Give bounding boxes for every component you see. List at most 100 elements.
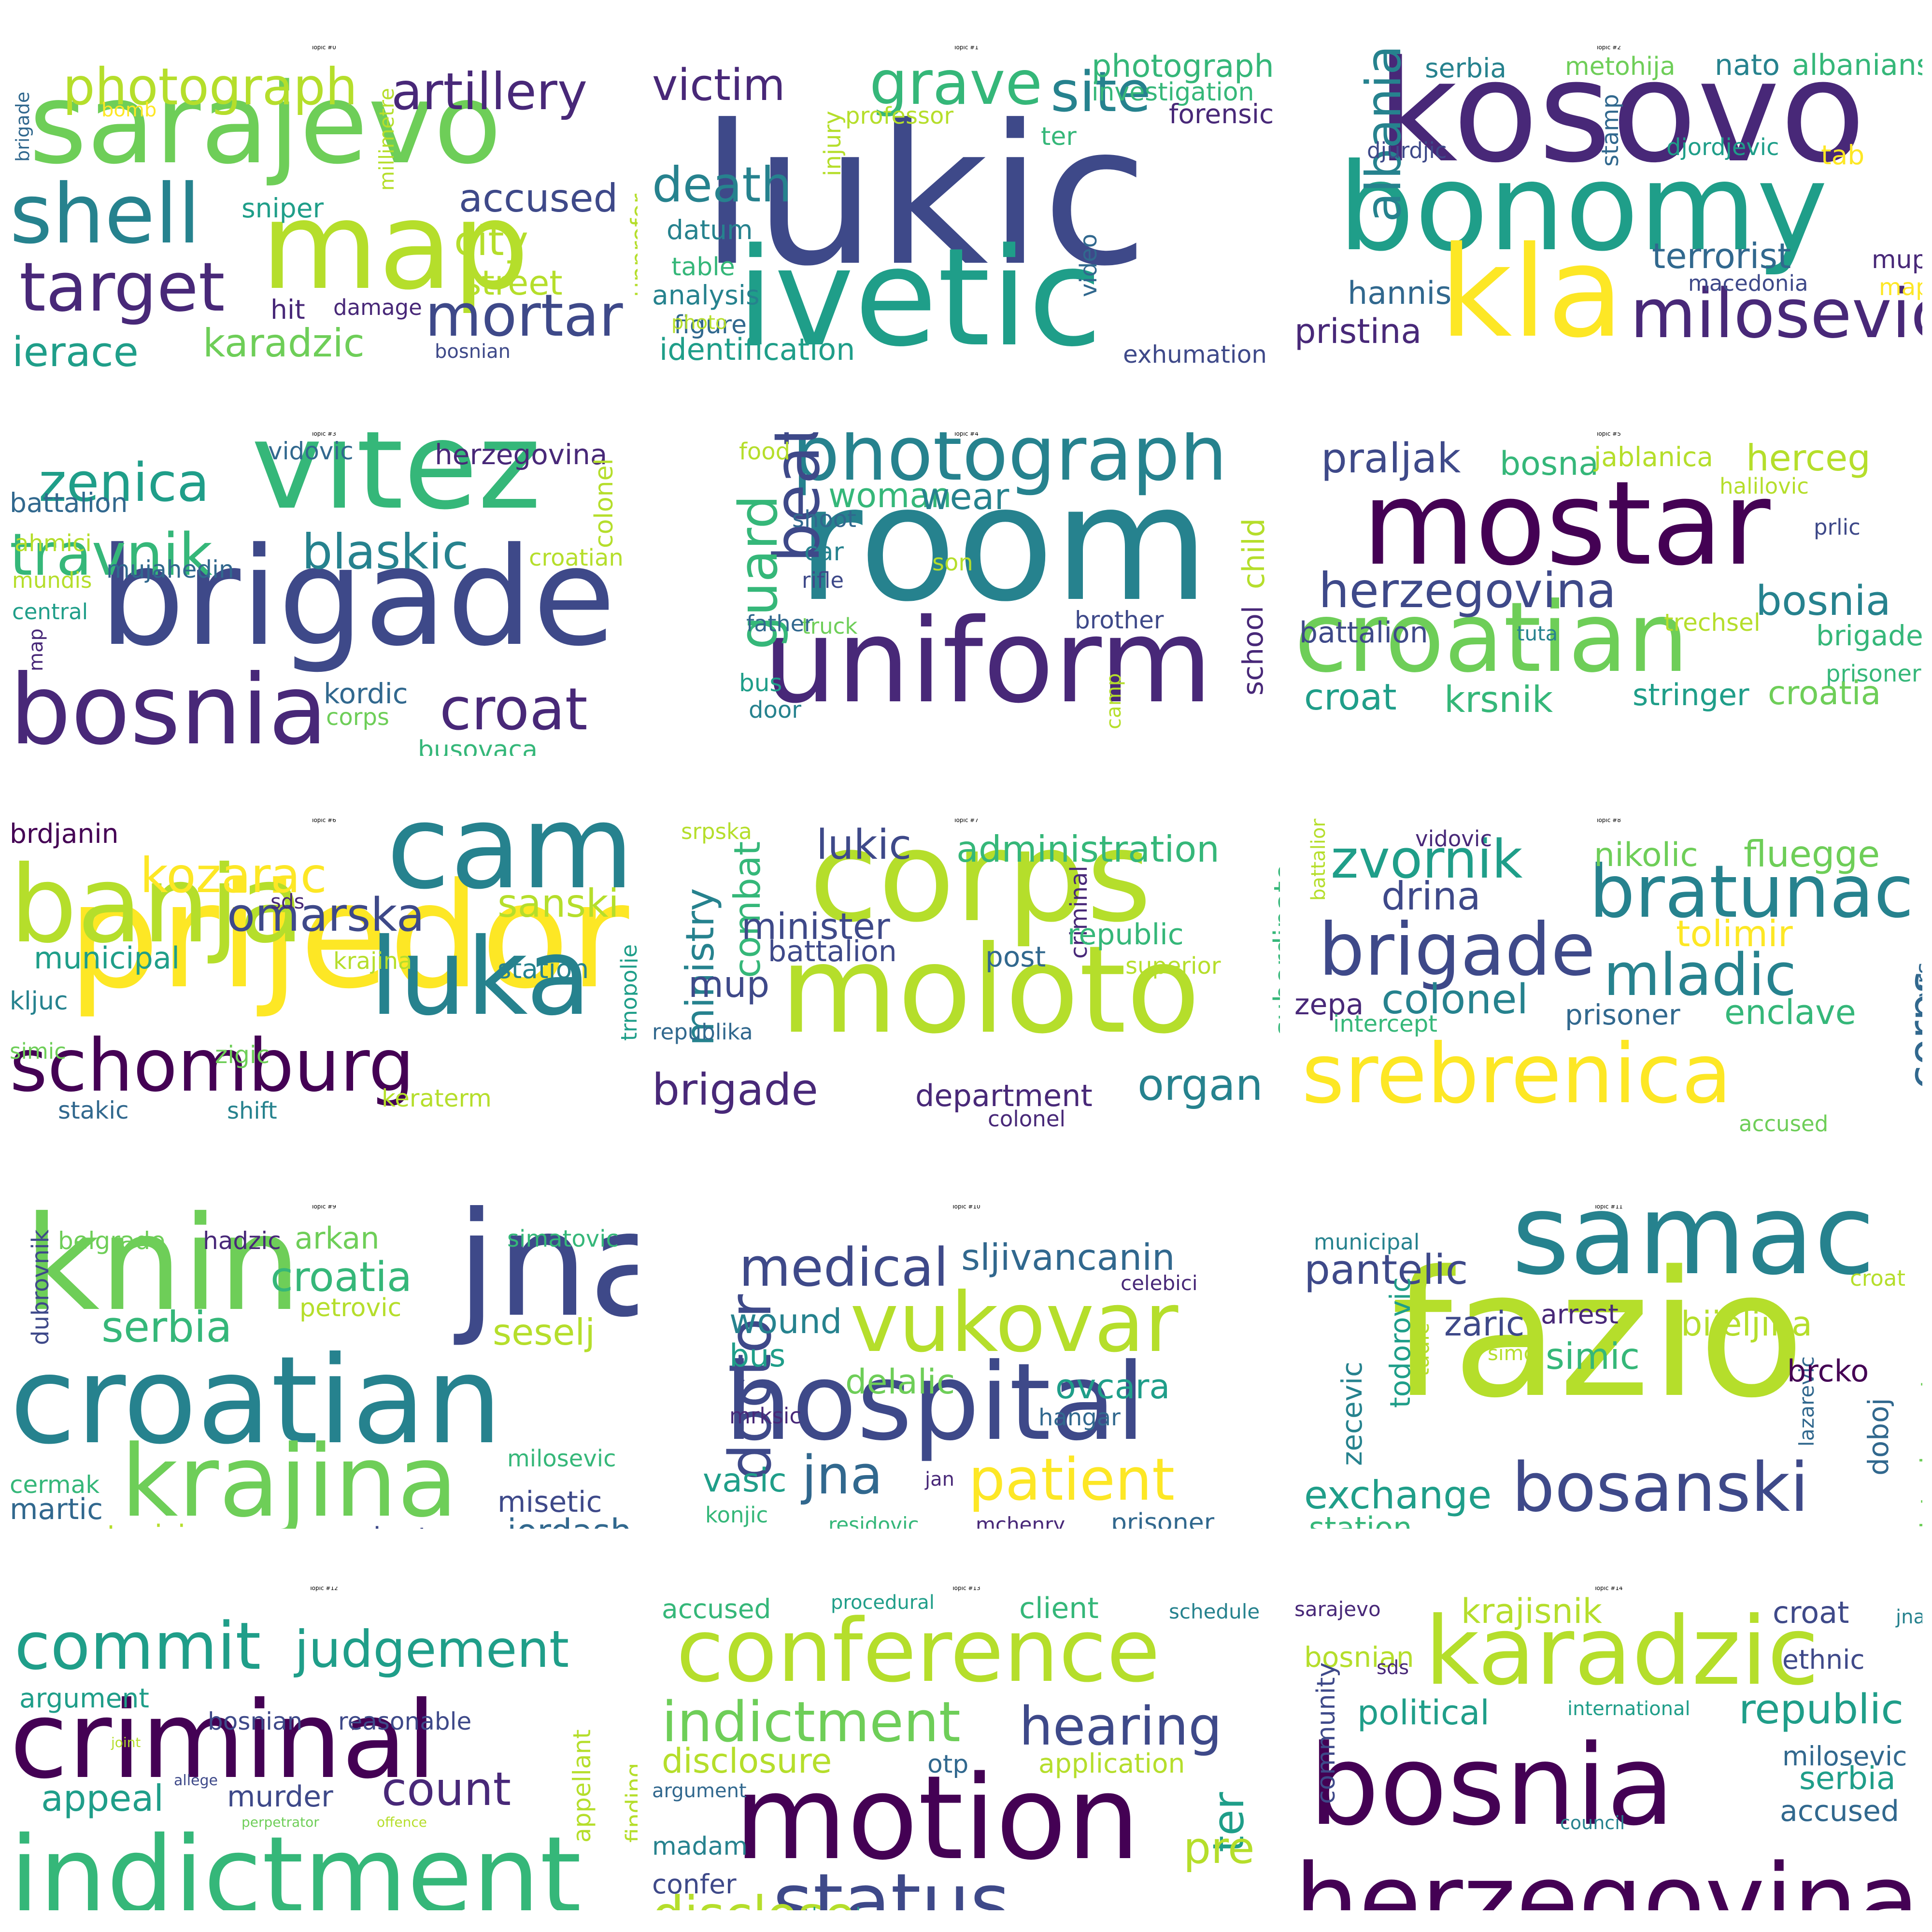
topic-word: ovcara xyxy=(1055,1366,1170,1406)
topic-word: perpetrator xyxy=(242,1814,319,1831)
topic-word: procedural xyxy=(831,1591,935,1614)
topic-word: identification xyxy=(659,331,855,367)
topic-word: bomb xyxy=(101,99,157,122)
topic-word: forensic xyxy=(1169,99,1274,130)
topic-word: croatian xyxy=(1294,582,1689,694)
topic-word: shell xyxy=(10,166,201,262)
topic-word: grave xyxy=(869,48,1043,118)
topic-title: Topic #1 xyxy=(953,46,979,51)
topic-word: pantelic xyxy=(1304,1246,1468,1294)
topic-word: accused xyxy=(1780,1794,1900,1828)
topic-word: bus xyxy=(739,669,782,697)
topic-word: brdjanin xyxy=(10,819,119,850)
topic-title: Topic #6 xyxy=(311,819,336,824)
topic-word: vidovic xyxy=(268,437,354,465)
topic-word: offence xyxy=(377,1814,427,1831)
topic-word: serbia xyxy=(101,1302,232,1352)
topic-word: colonel xyxy=(988,1106,1066,1132)
topic-word: pre xyxy=(1183,1823,1255,1874)
topic-word: pristina xyxy=(1294,311,1422,351)
topic-word: kordic xyxy=(324,677,408,710)
topic-word: argument xyxy=(19,1683,149,1714)
topic-panel-3: Topic #3 brigade vitez bosnia travnik zenica b… xyxy=(10,432,638,756)
topic-word: brcko xyxy=(1787,1353,1869,1389)
topic-word: vitez xyxy=(251,432,541,536)
topic-word: confer xyxy=(652,1869,737,1900)
topic-word: municipal xyxy=(34,940,180,976)
topic-word: serbia xyxy=(1425,53,1507,84)
topic-word: accused xyxy=(1739,1110,1829,1136)
topic-word: disclosure xyxy=(662,1741,832,1781)
topic-word: kosovo xyxy=(1377,46,1866,194)
topic-word: datum xyxy=(667,214,753,246)
topic-word: vasic xyxy=(703,1462,787,1500)
topic-word: closed xyxy=(802,1905,861,1910)
topic-word: hit xyxy=(270,294,305,326)
topic-word: subordinate xyxy=(1268,863,1280,1036)
topic-word: father xyxy=(746,610,813,637)
topic-word: zaric xyxy=(1444,1304,1525,1344)
topic-word: door xyxy=(749,696,801,724)
topic-word: mujahedin xyxy=(106,555,234,583)
topic-word: car xyxy=(804,538,844,567)
topic-word: stanisic xyxy=(92,1521,201,1529)
topic-word: kla xyxy=(1439,219,1624,366)
topic-word: croatian xyxy=(529,544,624,571)
topic-word: cermak xyxy=(10,1471,100,1499)
topic-word: rifle xyxy=(802,567,844,593)
topic-word: corps xyxy=(326,703,389,731)
topic-title: Topic #11 xyxy=(1594,1205,1623,1210)
topic-word: stakic xyxy=(58,1096,129,1124)
topic-word: karadzic xyxy=(203,321,365,366)
topic-word: croatia xyxy=(270,1253,412,1301)
topic-word: shoot xyxy=(792,505,856,533)
topic-word: city xyxy=(454,217,528,265)
topic-word: herzegovina xyxy=(1319,562,1617,619)
topic-word: photo xyxy=(671,312,727,334)
topic-word: stringer xyxy=(1633,677,1749,712)
topic-word: map xyxy=(261,176,529,316)
topic-word: school xyxy=(1236,606,1269,696)
topic-word: republika xyxy=(652,1019,753,1045)
topic-word: brother xyxy=(1075,606,1164,634)
topic-word: knin xyxy=(24,1205,301,1340)
topic-word: albanians xyxy=(1792,48,1922,82)
topic-word: herzegovina xyxy=(435,438,608,471)
topic-title: Topic #7 xyxy=(953,819,979,824)
topic-word: mortar xyxy=(425,282,623,350)
topic-word: macedonia xyxy=(1688,270,1808,296)
topic-word: milosevic xyxy=(507,1445,616,1472)
topic-word: brigade xyxy=(1816,619,1922,652)
topic-word: zepa xyxy=(1294,987,1364,1022)
topic-word: administration xyxy=(956,828,1220,870)
topic-word: professor xyxy=(845,102,954,129)
topic-word: nikolic xyxy=(1594,836,1698,875)
topic-word: jna xyxy=(802,1444,883,1506)
topic-word: belgrade xyxy=(58,1227,165,1255)
topic-word: analysis xyxy=(652,280,760,311)
topic-panel-2: Topic #2 kosovo bonomy kla milosevic albanian… xyxy=(1294,46,1922,369)
topic-word: croatia xyxy=(1768,674,1881,713)
topic-word: zigic xyxy=(215,1041,270,1069)
topic-word: hangar xyxy=(1038,1404,1121,1431)
topic-word: indictment xyxy=(10,1813,582,1910)
topic-word: hadzic xyxy=(203,1227,281,1255)
topic-title: Topic #3 xyxy=(311,432,336,437)
topic-title: Topic #12 xyxy=(309,1587,338,1591)
topic-word: republic xyxy=(1739,1685,1904,1733)
topic-word: station xyxy=(497,953,589,985)
topic-word: arkan xyxy=(295,1220,380,1256)
topic-word: battalion xyxy=(10,487,128,519)
topic-word: albanian xyxy=(1355,46,1412,222)
topic-word: battalion xyxy=(1307,819,1330,901)
topic-word: millimetre xyxy=(375,88,398,191)
topic-word: colonel xyxy=(590,458,619,548)
topic-word: seselj xyxy=(493,1311,596,1353)
topic-word: municipal xyxy=(1314,1229,1420,1255)
topic-word: prisoner xyxy=(1111,1508,1215,1529)
topic-word: sds xyxy=(270,890,305,914)
topic-word: brigade xyxy=(12,91,33,162)
topic-word: damage xyxy=(333,294,422,320)
topic-word: bosanski xyxy=(1512,1449,1809,1528)
topic-word: community xyxy=(1312,1662,1341,1804)
